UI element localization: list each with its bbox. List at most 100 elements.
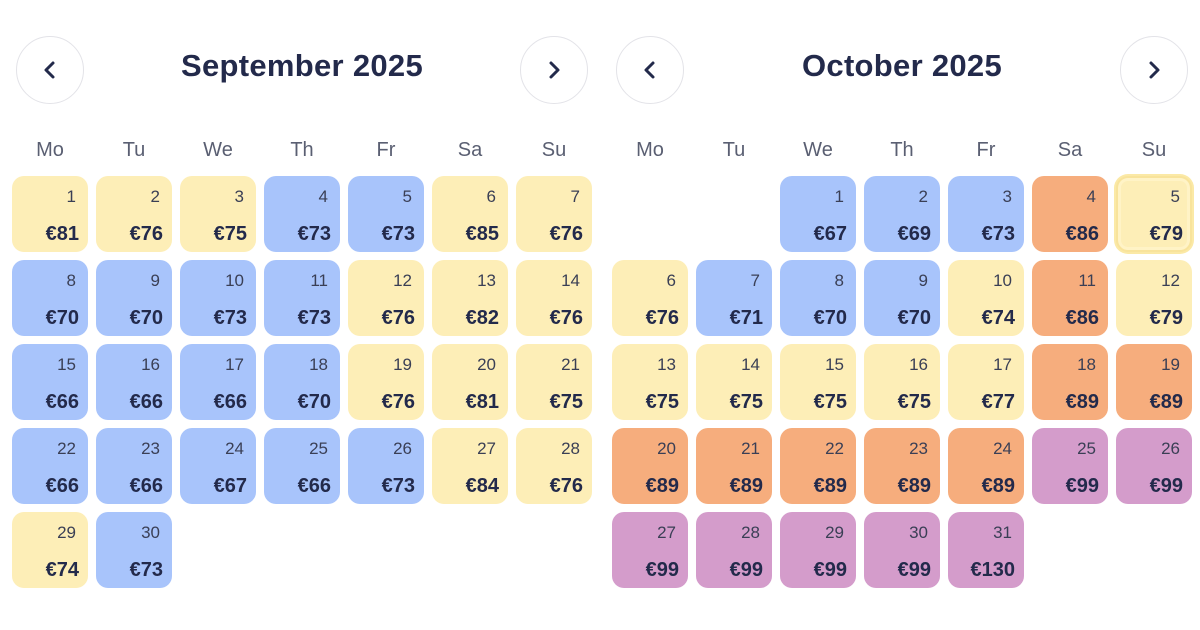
weekday-label: Th — [290, 139, 314, 161]
day-number: 12 — [393, 271, 412, 290]
day-price: €75 — [729, 391, 763, 413]
day-cell[interactable]: 7 €76 — [516, 176, 592, 252]
day-cell[interactable]: 1 €81 — [12, 176, 88, 252]
day-cell[interactable]: 17 €66 — [180, 344, 256, 420]
day-cell[interactable]: 20 €89 — [612, 428, 688, 504]
day-cell[interactable]: 18 €89 — [1032, 344, 1108, 420]
day-cell[interactable]: 2 €69 — [864, 176, 940, 252]
day-cell[interactable]: 22 €89 — [780, 428, 856, 504]
day-cell[interactable]: 10 €74 — [948, 260, 1024, 336]
previous-month-button[interactable] — [16, 36, 84, 104]
day-cell[interactable]: 18 €70 — [264, 344, 340, 420]
day-cell[interactable]: 11 €86 — [1032, 260, 1108, 336]
calendar-month-september: September 2025 Mo Tu We Th Fr Sa Su 1 €81 2 €76 3 €… — [8, 0, 596, 630]
day-cell[interactable]: 27 €99 — [612, 512, 688, 588]
day-number: 17 — [993, 355, 1012, 374]
day-cell[interactable]: 5 €79 — [1116, 176, 1192, 252]
day-cell[interactable]: 23 €89 — [864, 428, 940, 504]
day-cell[interactable]: 30 €73 — [96, 512, 172, 588]
day-cell[interactable]: 12 €76 — [348, 260, 424, 336]
day-number: 11 — [1078, 271, 1096, 290]
weekday-label: Tu — [122, 139, 146, 161]
day-cell[interactable]: 24 €67 — [180, 428, 256, 504]
day-price: €69 — [897, 223, 931, 245]
day-cell[interactable]: 15 €75 — [780, 344, 856, 420]
day-price: €73 — [381, 223, 415, 245]
day-cell[interactable]: 9 €70 — [96, 260, 172, 336]
day-cell[interactable]: 6 €76 — [612, 260, 688, 336]
day-cell[interactable]: 15 €66 — [12, 344, 88, 420]
day-cell[interactable]: 7 €71 — [696, 260, 772, 336]
day-price: €76 — [549, 475, 583, 497]
day-cell[interactable]: 21 €89 — [696, 428, 772, 504]
day-cell[interactable]: 31 €130 — [948, 512, 1024, 588]
day-cell[interactable]: 1 €67 — [780, 176, 856, 252]
day-cell[interactable]: 8 €70 — [12, 260, 88, 336]
next-month-button[interactable] — [520, 36, 588, 104]
day-cell[interactable]: 29 €74 — [12, 512, 88, 588]
day-price: €70 — [45, 307, 79, 329]
day-number: 15 — [825, 355, 844, 374]
day-cell[interactable]: 22 €66 — [12, 428, 88, 504]
day-grid: 1 €81 2 €76 3 €75 4 €73 5 €73 6 €85 7 €76 8 €70 9 €70 10 €7… — [12, 176, 592, 588]
day-number: 28 — [561, 439, 580, 458]
day-cell[interactable]: 25 €99 — [1032, 428, 1108, 504]
day-cell[interactable]: 4 €73 — [264, 176, 340, 252]
day-cell[interactable]: 6 €85 — [432, 176, 508, 252]
day-cell[interactable]: 16 €75 — [864, 344, 940, 420]
day-cell[interactable]: 25 €66 — [264, 428, 340, 504]
day-cell[interactable]: 13 €82 — [432, 260, 508, 336]
day-cell[interactable]: 11 €73 — [264, 260, 340, 336]
empty-cell — [696, 176, 772, 252]
day-cell[interactable]: 10 €73 — [180, 260, 256, 336]
day-cell[interactable]: 28 €99 — [696, 512, 772, 588]
day-cell[interactable]: 17 €77 — [948, 344, 1024, 420]
day-cell[interactable]: 29 €99 — [780, 512, 856, 588]
weekday-label: Fr — [376, 139, 396, 161]
day-price: €71 — [729, 307, 763, 329]
empty-cell — [612, 176, 688, 252]
day-price: €76 — [381, 391, 415, 413]
day-cell[interactable]: 16 €66 — [96, 344, 172, 420]
day-cell[interactable]: 3 €75 — [180, 176, 256, 252]
day-cell[interactable]: 26 €99 — [1116, 428, 1192, 504]
day-price: €66 — [45, 391, 79, 413]
day-price: €77 — [981, 391, 1015, 413]
day-price: €74 — [981, 307, 1015, 329]
day-number: 14 — [741, 355, 760, 374]
day-cell[interactable]: 30 €99 — [864, 512, 940, 588]
day-cell[interactable]: 2 €76 — [96, 176, 172, 252]
day-number: 18 — [1077, 355, 1096, 374]
day-cell[interactable]: 5 €73 — [348, 176, 424, 252]
day-cell[interactable]: 14 €76 — [516, 260, 592, 336]
next-month-button[interactable] — [1120, 36, 1188, 104]
day-cell[interactable]: 8 €70 — [780, 260, 856, 336]
day-cell[interactable]: 4 €86 — [1032, 176, 1108, 252]
weekday-label: We — [203, 139, 233, 161]
previous-month-button[interactable] — [616, 36, 684, 104]
day-number: 26 — [393, 439, 412, 458]
day-cell[interactable]: 23 €66 — [96, 428, 172, 504]
day-cell[interactable]: 19 €76 — [348, 344, 424, 420]
day-cell[interactable]: 20 €81 — [432, 344, 508, 420]
day-cell[interactable]: 14 €75 — [696, 344, 772, 420]
day-cell[interactable]: 27 €84 — [432, 428, 508, 504]
day-cell[interactable]: 21 €75 — [516, 344, 592, 420]
day-cell[interactable]: 13 €75 — [612, 344, 688, 420]
day-price: €76 — [381, 307, 415, 329]
day-price: €84 — [465, 475, 499, 497]
day-price: €75 — [213, 223, 247, 245]
weekday-header: Mo Tu We Th Fr Sa Su — [612, 136, 1192, 164]
day-number: 27 — [657, 523, 676, 542]
day-cell[interactable]: 24 €89 — [948, 428, 1024, 504]
day-cell[interactable]: 9 €70 — [864, 260, 940, 336]
day-number: 30 — [141, 523, 160, 542]
day-cell[interactable]: 28 €76 — [516, 428, 592, 504]
day-price: €73 — [297, 223, 331, 245]
day-cell[interactable]: 26 €73 — [348, 428, 424, 504]
day-price: €82 — [465, 307, 499, 329]
day-number: 23 — [141, 439, 160, 458]
day-cell[interactable]: 19 €89 — [1116, 344, 1192, 420]
day-cell[interactable]: 3 €73 — [948, 176, 1024, 252]
day-cell[interactable]: 12 €79 — [1116, 260, 1192, 336]
